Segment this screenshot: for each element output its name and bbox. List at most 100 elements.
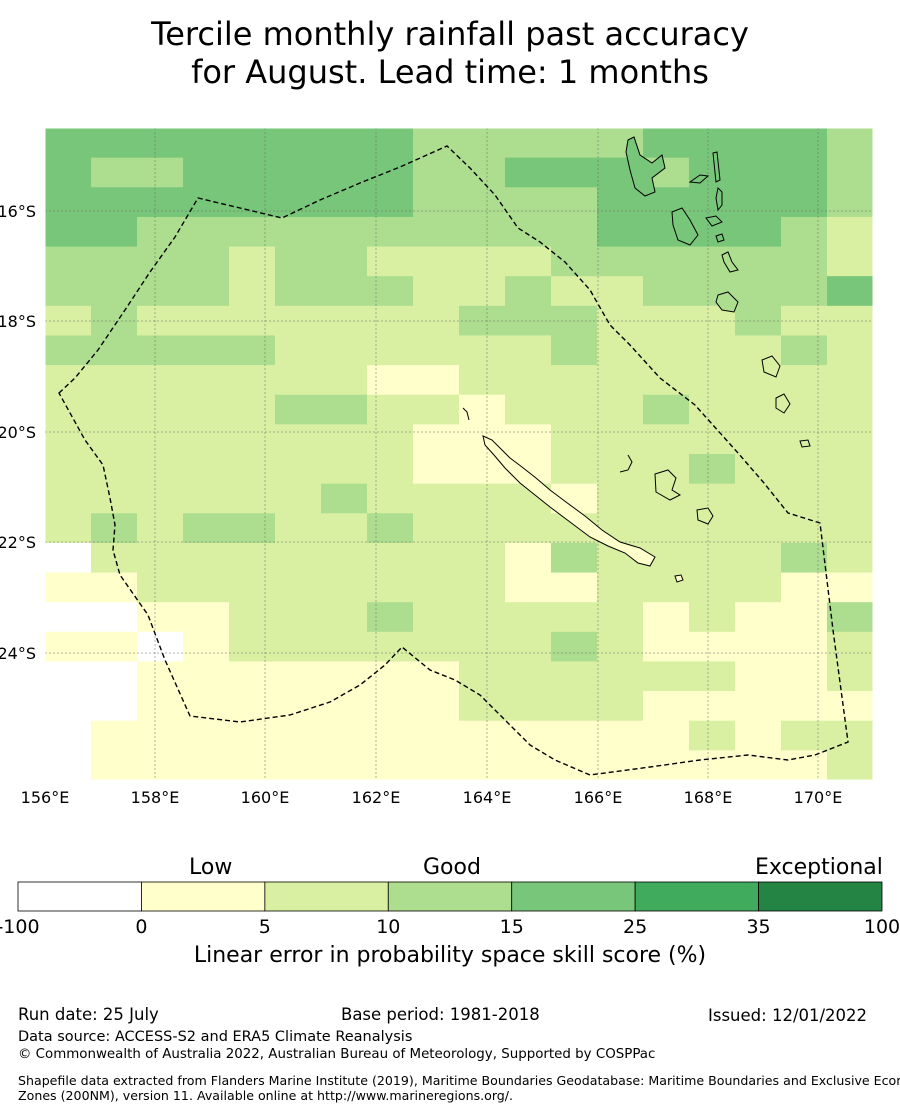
grid-cell <box>551 572 597 603</box>
grid-cell <box>321 661 367 692</box>
grid-cell <box>367 335 413 366</box>
grid-cell <box>735 542 781 574</box>
grid-cell <box>735 424 781 455</box>
grid-cell <box>321 454 367 485</box>
aneityum-island <box>799 439 811 448</box>
colorbar-segment <box>634 881 759 912</box>
colorbar-tick-label: 100 <box>864 916 900 938</box>
grid-cell <box>643 424 689 455</box>
grid-cell <box>735 572 781 603</box>
grid-cell <box>735 187 781 218</box>
grid-cell <box>505 513 551 544</box>
grid-cell <box>137 394 183 425</box>
grid-cell <box>413 483 459 514</box>
grid-cell <box>183 365 229 396</box>
grid-cell <box>827 276 873 307</box>
grid-cell <box>735 720 781 751</box>
espiritu-santo-island <box>625 136 666 197</box>
grid-cell <box>597 750 643 780</box>
grid-cell <box>689 246 735 277</box>
longitude-tick-label: 166°E <box>574 788 623 807</box>
grid-cell <box>413 394 459 425</box>
grid-cell <box>827 394 873 425</box>
grid-cell <box>91 187 137 218</box>
grid-cell <box>413 276 459 307</box>
grid-cell <box>183 216 229 248</box>
grid-cell <box>689 720 735 751</box>
grid-cell <box>735 157 781 188</box>
mare-island <box>696 507 714 525</box>
grid-cell <box>781 276 827 307</box>
grid-cell <box>275 602 321 633</box>
grid-cell <box>781 157 827 188</box>
grid-cell <box>91 750 137 780</box>
grid-cell <box>321 542 367 574</box>
grid-cell <box>183 157 229 188</box>
pentecost-island <box>715 186 723 212</box>
grid-cell <box>137 602 183 633</box>
grid-cell <box>827 365 873 396</box>
grid-cell <box>137 513 183 544</box>
grid-cell <box>137 276 183 307</box>
grid-cell <box>827 572 873 603</box>
grid-cell <box>137 454 183 485</box>
grid-cell <box>643 246 689 277</box>
grid-cell <box>367 631 413 662</box>
skill-score-grid <box>45 128 873 780</box>
grid-cell <box>551 276 597 307</box>
latitude-tick-label: 24°S <box>0 644 36 663</box>
grid-cell <box>91 661 137 692</box>
grid-cell <box>781 720 827 751</box>
grid-cell <box>45 187 91 218</box>
grid-cell <box>459 720 505 751</box>
grid-cell <box>597 483 643 514</box>
grid-cell <box>781 305 827 336</box>
grid-cell <box>275 661 321 692</box>
map-gridlines <box>44 128 873 780</box>
grid-cell <box>459 335 505 366</box>
grid-cell <box>689 187 735 218</box>
grid-cell <box>91 631 137 662</box>
grid-cell <box>183 513 229 544</box>
grid-cell <box>275 454 321 485</box>
grid-cell <box>781 424 827 455</box>
colorbar-segment <box>511 881 636 912</box>
grid-cell <box>229 394 275 425</box>
grid-cell <box>413 454 459 485</box>
grid-cell <box>137 157 183 188</box>
longitude-tick-label: 160°E <box>241 788 290 807</box>
grid-cell <box>91 335 137 366</box>
grid-cell <box>643 661 689 692</box>
longitude-tick-label: 164°E <box>463 788 512 807</box>
grid-cell <box>229 750 275 780</box>
eez-boundary-dashed <box>58 145 849 776</box>
grid-cell <box>45 335 91 366</box>
grid-cell <box>689 454 735 485</box>
grid-cell <box>413 720 459 751</box>
grid-cell <box>183 394 229 425</box>
grid-cell <box>321 424 367 455</box>
grid-cell <box>45 542 91 574</box>
grid-cell <box>229 335 275 366</box>
grid-cell <box>183 335 229 366</box>
grid-cell <box>781 335 827 366</box>
grid-cell <box>827 513 873 544</box>
grid-cell <box>505 631 551 662</box>
grid-cell <box>275 542 321 574</box>
grid-cell <box>505 157 551 188</box>
grid-cell <box>275 128 321 159</box>
grid-cell <box>735 128 781 159</box>
grid-cell <box>459 276 505 307</box>
grid-cell <box>183 276 229 307</box>
grid-cell <box>367 720 413 751</box>
grid-cell <box>367 394 413 425</box>
grid-cell <box>689 424 735 455</box>
latitude-tick-label: 18°S <box>0 312 36 331</box>
grid-cell <box>735 483 781 514</box>
grid-cell <box>45 216 91 248</box>
issued-date: Issued: 12/01/2022 <box>708 1006 868 1025</box>
grid-cell <box>413 216 459 248</box>
colorbar-tick-label: 10 <box>376 916 400 938</box>
grid-cell <box>735 602 781 633</box>
grid-cell <box>781 128 827 159</box>
